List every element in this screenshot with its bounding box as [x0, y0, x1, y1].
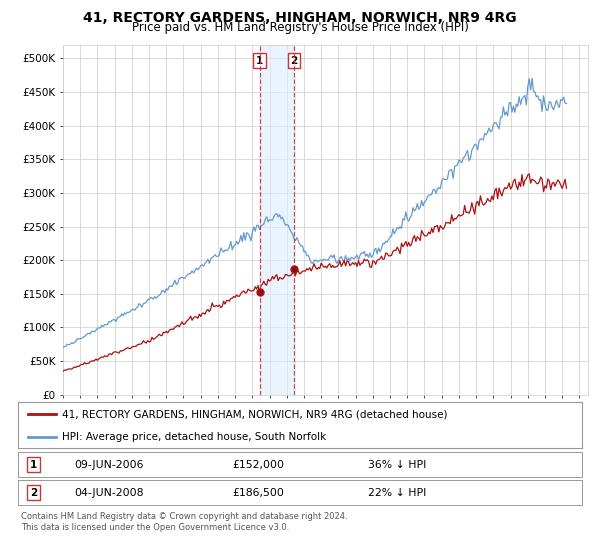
Text: 1: 1: [30, 460, 37, 469]
Text: 36% ↓ HPI: 36% ↓ HPI: [368, 460, 426, 469]
Text: 1: 1: [256, 55, 263, 66]
Text: 41, RECTORY GARDENS, HINGHAM, NORWICH, NR9 4RG (detached house): 41, RECTORY GARDENS, HINGHAM, NORWICH, N…: [62, 409, 448, 419]
Text: HPI: Average price, detached house, South Norfolk: HPI: Average price, detached house, Sout…: [62, 432, 326, 442]
Text: £186,500: £186,500: [232, 488, 284, 497]
Text: £152,000: £152,000: [232, 460, 284, 469]
Text: Price paid vs. HM Land Registry's House Price Index (HPI): Price paid vs. HM Land Registry's House …: [131, 21, 469, 34]
Text: Contains HM Land Registry data © Crown copyright and database right 2024.
This d: Contains HM Land Registry data © Crown c…: [21, 512, 347, 532]
Text: 2: 2: [290, 55, 298, 66]
Bar: [260, 45, 294, 395]
Text: 04-JUN-2008: 04-JUN-2008: [74, 488, 144, 497]
Text: 2: 2: [30, 488, 37, 497]
Text: 41, RECTORY GARDENS, HINGHAM, NORWICH, NR9 4RG: 41, RECTORY GARDENS, HINGHAM, NORWICH, N…: [83, 11, 517, 25]
Text: 09-JUN-2006: 09-JUN-2006: [74, 460, 144, 469]
Text: 22% ↓ HPI: 22% ↓ HPI: [368, 488, 426, 497]
